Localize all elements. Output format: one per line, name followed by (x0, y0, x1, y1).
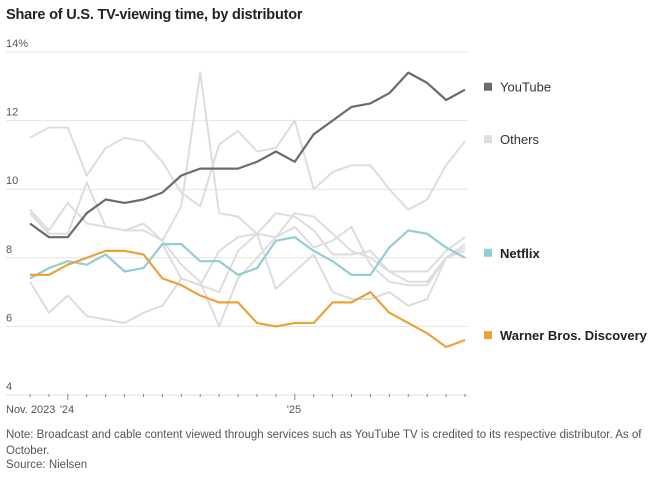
series-line-youtube (29, 71, 466, 239)
legend-swatch-netflix (484, 248, 492, 257)
chart-source: Source: Nielsen (6, 459, 88, 471)
series-line-other-distributor-4 (29, 232, 466, 307)
line-chart: 14% 12 10 8 6 4 Nov. 2023 '24 '25 YouTube Others… (6, 38, 648, 416)
x-tick-label: '24 (60, 404, 74, 416)
chart-note: Note: Broadcast and cable content viewed… (6, 429, 642, 457)
series-line-netflix (29, 229, 466, 280)
y-tick-label: 12 (6, 107, 18, 119)
x-axis: Nov. 2023 '24 '25 (6, 394, 468, 416)
legend-label-warner-bros-discovery: Warner Bros. Discovery (500, 328, 648, 343)
y-tick-label: 6 (6, 312, 12, 324)
series-line-other-distributor-1 (29, 71, 466, 287)
legend-label-youtube: YouTube (500, 80, 551, 95)
y-tick-label: 14% (6, 38, 28, 50)
y-tick-label: 10 (6, 175, 18, 187)
legend-swatch-others (484, 135, 492, 144)
legend-label-netflix: Netflix (500, 246, 541, 261)
legend: YouTube Others Netflix Warner Bros. Discove… (484, 80, 648, 343)
legend-swatch-warner-bros-discovery (484, 331, 492, 340)
y-tick-label: 8 (6, 244, 12, 256)
series-lines (29, 71, 466, 349)
x-tick-label: Nov. 2023 (6, 404, 55, 416)
legend-label-others: Others (500, 132, 540, 147)
y-tick-label: 4 (6, 381, 12, 393)
gridlines (6, 51, 468, 327)
chart-title: Share of U.S. TV-viewing time, by distri… (6, 7, 303, 23)
series-line-warner-bros-discovery (30, 249, 466, 349)
legend-swatch-youtube (484, 82, 492, 91)
series-line-others (29, 119, 466, 211)
series-line-other-distributor-3 (29, 212, 466, 324)
series-line-other-distributor-2 (29, 181, 466, 328)
y-axis: 14% 12 10 8 6 4 (6, 38, 28, 393)
x-tick-label: '25 (287, 404, 301, 416)
